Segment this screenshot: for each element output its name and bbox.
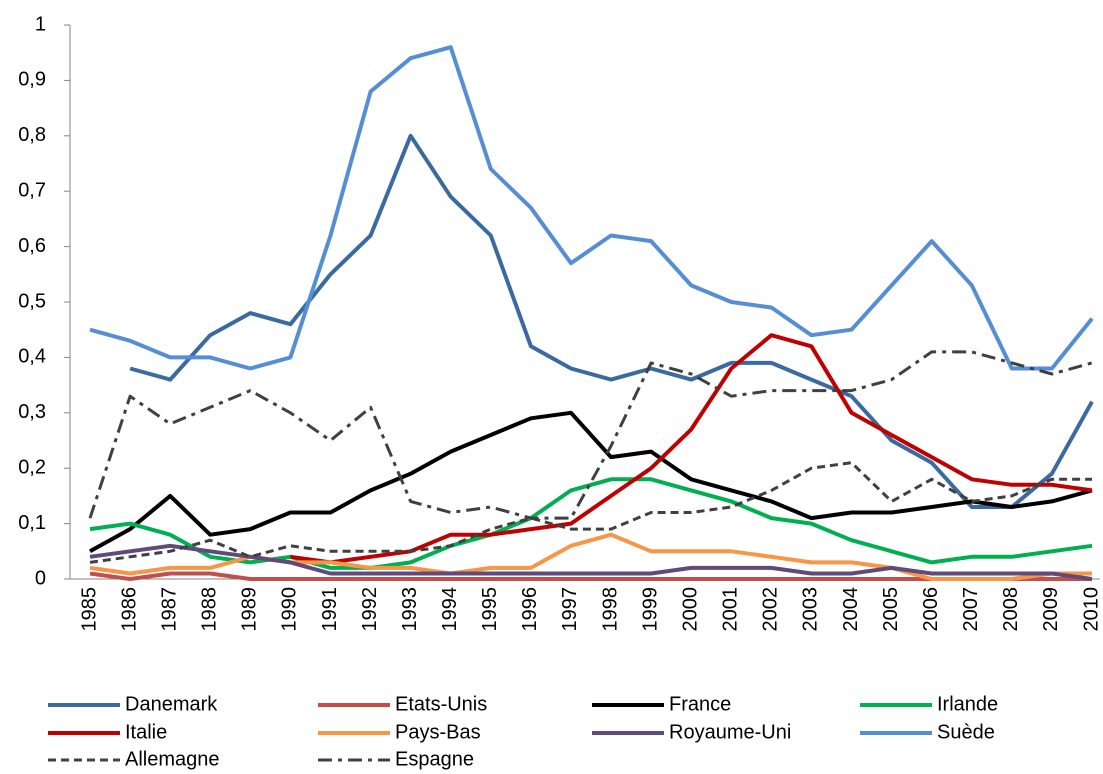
series-line <box>89 543 1093 581</box>
legend-label: Espagne <box>395 748 474 770</box>
legend-label: Suède <box>937 721 995 743</box>
x-tick-label: 1986 <box>118 587 140 632</box>
y-tick-label: 0,7 <box>18 179 46 201</box>
legend-label: Danemark <box>125 693 218 715</box>
legend-label: Royaume-Uni <box>669 721 791 743</box>
x-tick-label: 2007 <box>960 587 982 632</box>
x-tick-label: 2001 <box>720 587 742 632</box>
series-line <box>89 461 1092 564</box>
x-tick-label: 1996 <box>519 587 541 632</box>
series-line <box>290 333 1093 565</box>
y-tick-label: 0,1 <box>18 512 46 534</box>
legend-label: France <box>669 693 731 715</box>
legend-label: Italie <box>125 721 167 743</box>
x-tick-label: 1994 <box>439 587 461 632</box>
legend-label: Etats-Unis <box>395 693 487 715</box>
x-tick-label: 2010 <box>1080 587 1102 632</box>
series-line <box>89 45 1094 371</box>
series-line <box>89 477 1093 570</box>
y-tick-label: 0,9 <box>18 69 46 91</box>
x-tick-label: 2003 <box>800 587 822 632</box>
x-tick-label: 1987 <box>158 587 180 632</box>
x-tick-label: 2005 <box>880 587 902 632</box>
series-line <box>89 410 1093 554</box>
x-tick-label: 1999 <box>639 587 661 632</box>
legend-label: Pays-Bas <box>395 721 481 743</box>
series-line <box>88 350 1093 520</box>
y-tick-label: 1 <box>35 13 46 35</box>
y-tick-label: 0,3 <box>18 401 46 423</box>
x-tick-label: 1991 <box>319 587 341 632</box>
x-tick-label: 1988 <box>199 587 221 632</box>
x-tick-label: 2002 <box>760 587 782 632</box>
y-tick-label: 0,5 <box>18 290 46 312</box>
x-tick-label: 2000 <box>679 587 701 632</box>
y-tick-label: 0,8 <box>18 124 46 146</box>
y-tick-label: 0,6 <box>18 235 46 257</box>
x-tick-label: 1990 <box>279 587 301 632</box>
x-tick-label: 1998 <box>599 587 621 632</box>
series-line <box>129 133 1094 509</box>
x-tick-label: 2009 <box>1040 587 1062 632</box>
x-tick-label: 1997 <box>559 587 581 632</box>
x-tick-label: 1992 <box>359 587 381 632</box>
x-tick-label: 2008 <box>1000 587 1022 632</box>
x-tick-label: 2006 <box>920 587 942 632</box>
x-tick-label: 1989 <box>239 587 261 632</box>
x-tick-label: 1985 <box>78 587 100 632</box>
y-tick-label: 0,2 <box>18 456 46 478</box>
x-tick-label: 2004 <box>840 587 862 632</box>
legend-label: Allemagne <box>125 748 220 770</box>
x-tick-label: 1995 <box>479 587 501 632</box>
y-tick-label: 0 <box>35 567 46 589</box>
y-tick-label: 0,4 <box>18 346 46 368</box>
x-tick-label: 1993 <box>399 587 421 632</box>
legend-label: Irlande <box>937 693 998 715</box>
